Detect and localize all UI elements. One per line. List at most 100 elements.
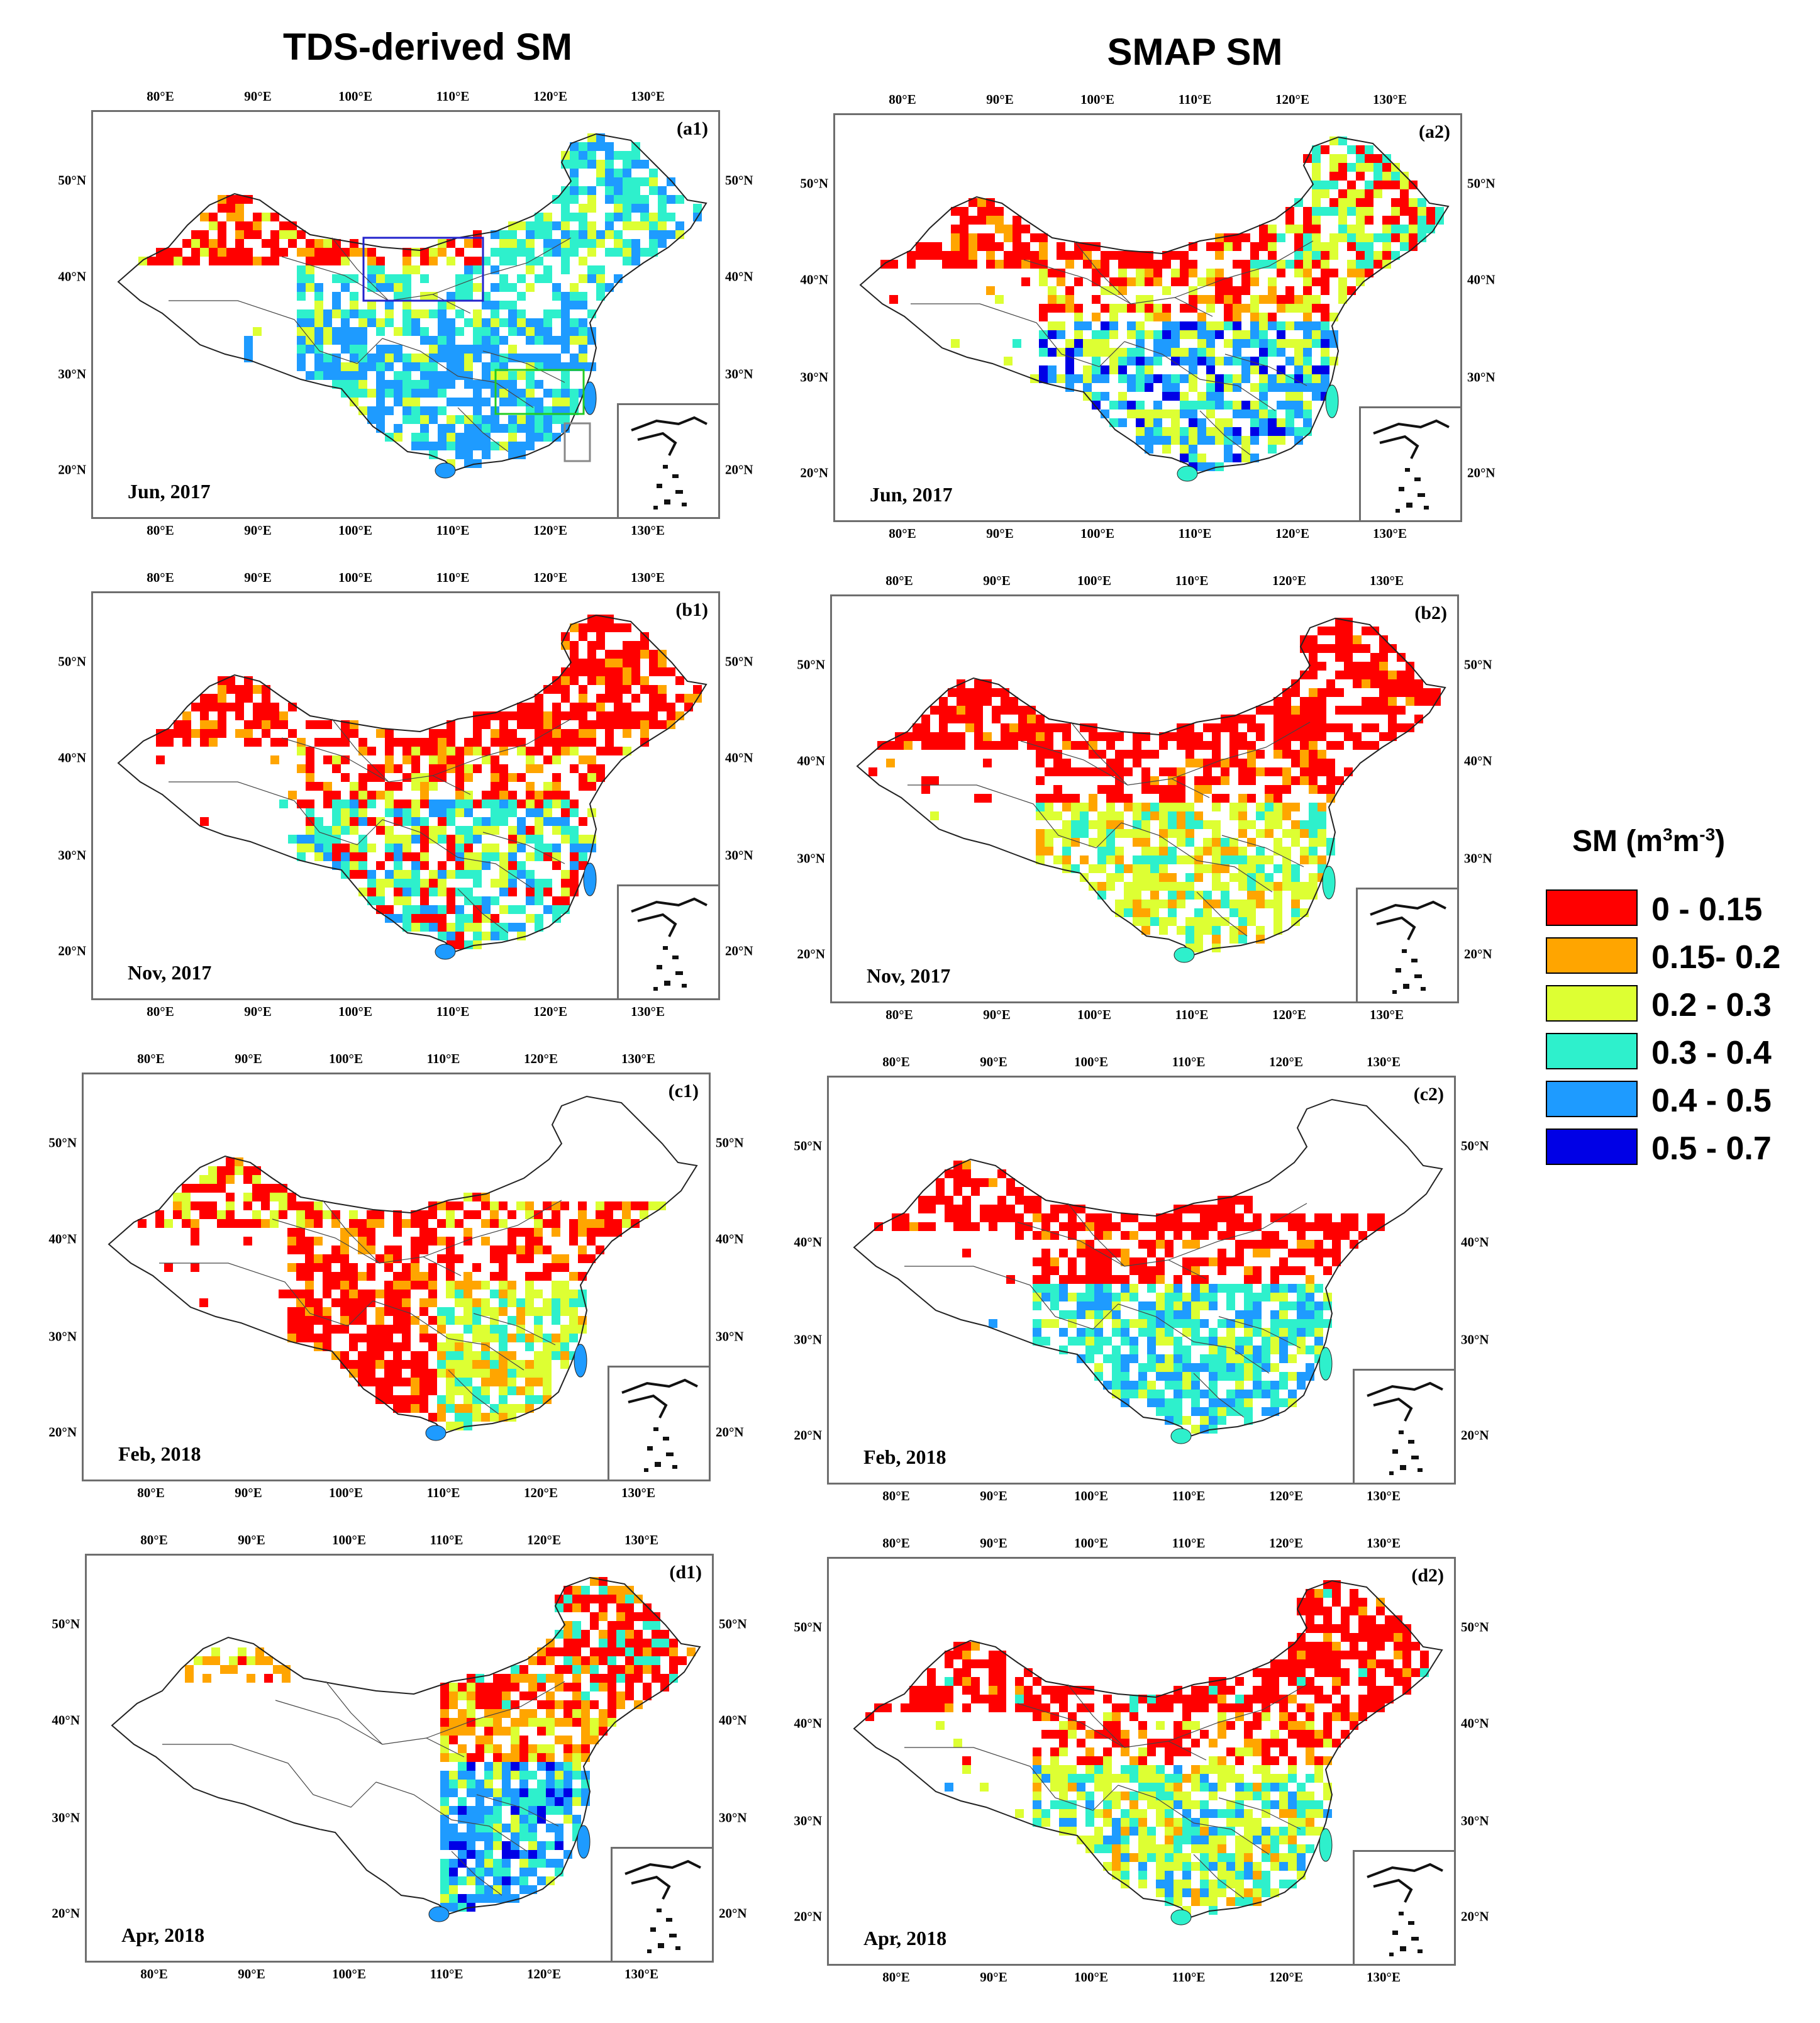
sm-pixel: [1303, 383, 1312, 392]
sm-pixel: [543, 852, 552, 861]
lat-tick-label: 40°N: [719, 1712, 747, 1728]
sm-pixel: [525, 1254, 534, 1263]
sm-pixel: [1127, 304, 1136, 313]
sm-pixel: [1180, 410, 1189, 418]
sm-pixel: [535, 896, 543, 905]
sm-pixel: [1235, 1354, 1244, 1363]
sm-pixel: [375, 1351, 384, 1360]
sm-pixel: [1362, 662, 1370, 671]
sm-pixel: [508, 738, 517, 747]
sm-pixel: [605, 230, 614, 239]
sm-pixel: [1303, 277, 1312, 286]
sm-pixel: [1094, 1275, 1103, 1284]
sm-pixel: [1159, 785, 1168, 794]
sm-pixel: [921, 715, 930, 723]
sm-pixel: [1039, 365, 1048, 374]
sm-pixel: [323, 336, 332, 345]
sm-pixel: [499, 905, 508, 914]
sm-pixel: [971, 1659, 980, 1668]
sm-pixel: [1253, 1301, 1262, 1310]
sm-pixel: [1145, 357, 1153, 365]
sm-pixel: [287, 1237, 296, 1246]
sm-pixel: [481, 1281, 490, 1290]
sm-pixel: [1048, 330, 1057, 339]
sm-pixel: [980, 1659, 989, 1668]
sm-pixel: [1247, 882, 1256, 891]
sm-pixel: [1153, 374, 1162, 383]
sm-pixel: [1138, 1390, 1147, 1398]
sm-pixel: [1059, 1310, 1068, 1319]
sm-pixel: [449, 1700, 458, 1709]
sm-pixel: [482, 861, 491, 870]
sm-pixel: [1065, 339, 1074, 348]
sm-pixel: [449, 1718, 458, 1727]
lon-tick-label: 130°E: [1373, 526, 1407, 541]
sm-pixel: [596, 292, 605, 301]
sm-pixel: [1182, 1354, 1191, 1363]
sm-pixel: [1177, 820, 1185, 829]
lon-tick-label: 130°E: [1370, 1007, 1404, 1022]
sm-pixel: [1268, 339, 1277, 348]
sm-pixel: [393, 1351, 402, 1360]
sm-pixel: [543, 905, 552, 914]
sm-pixel: [411, 415, 420, 424]
sm-pixel: [440, 1876, 449, 1885]
sm-pixel: [1382, 251, 1391, 260]
sm-pixel: [1306, 1607, 1314, 1615]
lon-tick-label: 80°E: [147, 1004, 174, 1019]
sm-pixel: [1250, 339, 1259, 348]
lon-tick-label: 90°E: [986, 92, 1014, 107]
sm-pixel: [658, 694, 667, 703]
sm-pixel: [1294, 383, 1303, 392]
sm-pixel: [951, 233, 960, 242]
sm-pixel: [1215, 427, 1224, 436]
sm-pixel: [1323, 1231, 1332, 1240]
sm-pixel: [1341, 1607, 1350, 1615]
sm-pixel: [1300, 671, 1309, 679]
sm-pixel: [614, 747, 623, 755]
sm-pixel: [570, 888, 579, 896]
sm-pixel: [560, 1201, 569, 1210]
sm-pixel: [1209, 1390, 1218, 1398]
sm-pixel: [1268, 445, 1277, 454]
sm-pixel: [1185, 759, 1194, 767]
sm-pixel: [1306, 1677, 1314, 1686]
sm-pixel: [578, 1201, 587, 1210]
sm-pixel: [546, 1647, 555, 1656]
sm-pixel: [528, 1788, 537, 1797]
sm-pixel: [1041, 1275, 1050, 1284]
sm-pixel: [419, 1360, 428, 1369]
sm-pixel: [546, 1691, 555, 1700]
sm-pixel: [1065, 304, 1074, 313]
sm-pixel: [306, 371, 314, 380]
sm-pixel: [440, 1885, 449, 1894]
sm-pixel: [1356, 154, 1365, 163]
sm-pixel: [420, 389, 429, 398]
sm-pixel: [1397, 653, 1406, 662]
sm-pixel: [270, 239, 279, 248]
sm-pixel: [340, 1360, 349, 1369]
sm-pixel: [546, 1727, 555, 1736]
lon-tick-label: 100°E: [329, 1051, 363, 1066]
sm-pixel: [1341, 1668, 1350, 1677]
sm-pixel: [1062, 820, 1071, 829]
sm-pixel: [516, 1334, 525, 1342]
sm-pixel: [490, 1325, 499, 1334]
sm-pixel: [490, 1254, 499, 1263]
sm-pixel: [174, 729, 182, 738]
sm-pixel: [605, 248, 614, 257]
sm-pixel: [989, 1178, 997, 1187]
sm-pixel: [1297, 1301, 1306, 1310]
sm-pixel: [491, 265, 499, 274]
sm-pixel: [1203, 767, 1212, 776]
sm-pixel: [526, 826, 535, 835]
sm-pixel: [535, 703, 543, 711]
sm-pixel: [211, 1656, 220, 1665]
sm-pixel: [1326, 688, 1335, 697]
sm-pixel: [182, 1201, 191, 1210]
sm-pixel: [437, 1254, 446, 1263]
sm-pixel: [314, 1201, 323, 1210]
sm-pixel: [438, 773, 447, 782]
sm-pixel: [953, 1187, 962, 1196]
sm-pixel: [1021, 251, 1030, 260]
